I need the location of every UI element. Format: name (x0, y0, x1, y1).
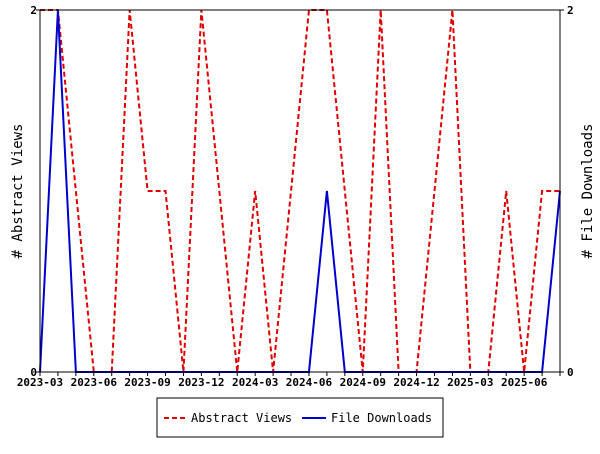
x-tick-label: 2024-03 (232, 376, 278, 389)
legend-label-abstract-views: Abstract Views (191, 411, 292, 425)
legend: Abstract Views File Downloads (157, 398, 443, 437)
series-line-file-downloads (40, 10, 560, 372)
y2-axis-label: # File Downloads (580, 124, 596, 259)
y-axis-label: # Abstract Views (10, 124, 26, 259)
x-tick-label: 2023-09 (124, 376, 170, 389)
x-tick-label: 2023-06 (71, 376, 118, 389)
y-tick-label: 2 (30, 4, 37, 17)
plot-frame (40, 10, 560, 372)
y-tick-label: 0 (30, 366, 37, 379)
x-tick-label: 2025-06 (501, 376, 548, 389)
x-tick-label: 2023-12 (178, 376, 224, 389)
x-tick-label: 2025-03 (447, 376, 493, 389)
x-tick-label: 2024-12 (393, 376, 439, 389)
series-line-abstract-views (40, 10, 560, 372)
x-tick-label: 2024-06 (286, 376, 333, 389)
y2-tick-label: 2 (567, 4, 574, 17)
x-tick-label: 2024-09 (340, 376, 386, 389)
x-tick-label: 2023-03 (17, 376, 63, 389)
legend-label-file-downloads: File Downloads (331, 411, 432, 425)
y2-tick-label: 0 (567, 366, 574, 379)
